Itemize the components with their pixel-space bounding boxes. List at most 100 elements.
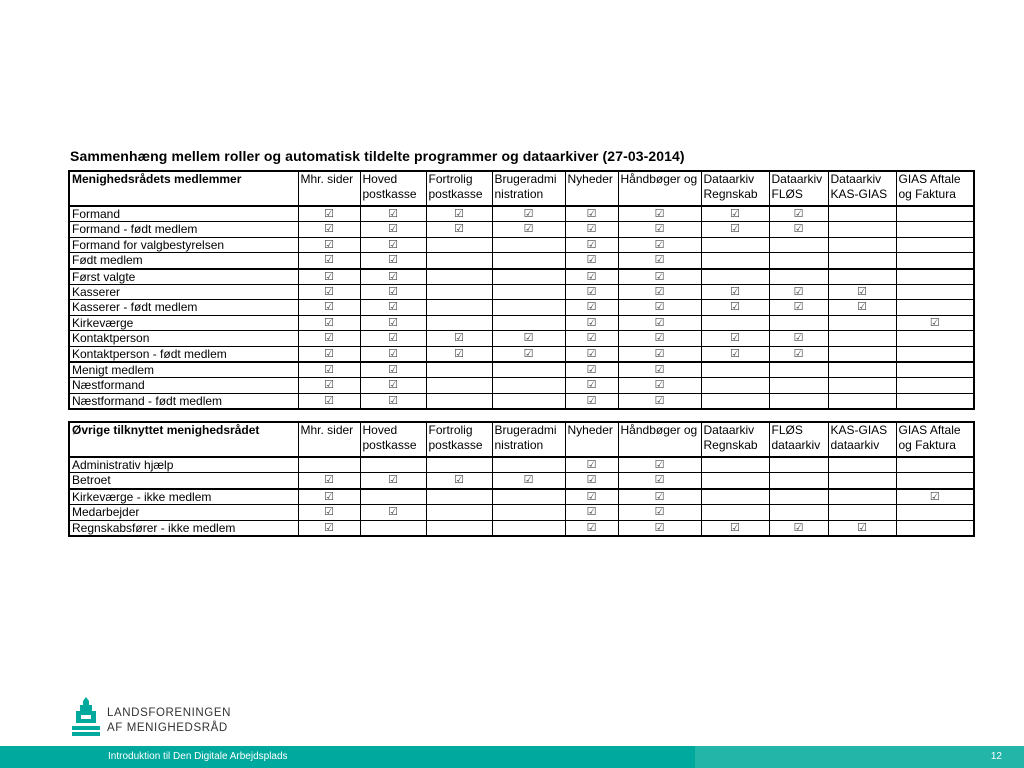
empty-cell [425,314,493,332]
empty-cell [827,221,897,238]
table-row: Næstformand ☑ ☑ ☑ ☑ [68,377,975,394]
checkbox-checked-icon: ☑ [425,472,493,490]
empty-cell [491,314,566,332]
role-name: Kasserer - født medlem [68,299,299,316]
table-row: Formand ☑ ☑ ☑ ☑ ☑ ☑ ☑ ☑ [68,205,975,223]
empty-cell [700,488,770,506]
empty-cell [895,330,975,347]
empty-cell [768,314,829,332]
checkbox-checked-icon: ☑ [359,268,427,285]
checkbox-checked-icon: ☑ [617,361,702,379]
empty-cell [895,472,975,490]
table-row: Kasserer ☑ ☑ ☑ ☑ ☑ ☑ ☑ [68,283,975,301]
checkbox-checked-icon: ☑ [617,283,702,301]
checkbox-checked-icon: ☑ [297,361,361,379]
empty-cell [425,504,493,521]
table-row: Formand - født medlem ☑ ☑ ☑ ☑ ☑ ☑ ☑ ☑ [68,221,975,238]
other-affiliates-table: Øvrige tilknyttet menighedsrådet Mhr. sid… [68,421,975,537]
role-name: Næstformand [68,377,299,394]
empty-cell [895,504,975,521]
empty-cell [768,252,829,270]
checkbox-checked-icon: ☑ [564,314,619,332]
checkbox-checked-icon: ☑ [359,472,427,490]
checkbox-checked-icon: ☑ [359,504,427,521]
checkbox-checked-icon: ☑ [564,236,619,254]
column-header: Hoved postkasse [359,170,427,207]
checkbox-checked-icon: ☑ [564,504,619,521]
column-header: Brugeradmi nistration [491,421,566,458]
role-name: Først valgte [68,268,299,285]
checkbox-checked-icon: ☑ [564,268,619,285]
checkbox-checked-icon: ☑ [768,205,829,223]
empty-cell [768,456,829,474]
checkbox-checked-icon: ☑ [297,330,361,347]
empty-cell [491,504,566,521]
checkbox-checked-icon: ☑ [768,330,829,347]
empty-cell [895,252,975,270]
column-header: Håndbøger og [617,421,702,458]
empty-cell [700,377,770,394]
checkbox-checked-icon: ☑ [564,377,619,394]
empty-cell [491,252,566,270]
column-header: FLØS dataarkiv [768,421,829,458]
empty-cell [895,345,975,363]
header-row: Menighedsrådets medlemmer Mhr. sider Hoved… [68,170,975,207]
column-header: Nyheder [564,170,619,207]
checkbox-checked-icon: ☑ [297,314,361,332]
column-header: Mhr. sider [297,421,361,458]
column-header: Håndbøger og [617,170,702,207]
checkbox-checked-icon: ☑ [425,330,493,347]
checkbox-checked-icon: ☑ [297,221,361,238]
empty-cell [827,314,897,332]
empty-cell [895,392,975,410]
checkbox-checked-icon: ☑ [895,488,975,506]
checkbox-checked-icon: ☑ [297,268,361,285]
checkbox-checked-icon: ☑ [359,252,427,270]
checkbox-checked-icon: ☑ [700,283,770,301]
checkbox-checked-icon: ☑ [617,221,702,238]
empty-cell [425,268,493,285]
checkbox-checked-icon: ☑ [700,299,770,316]
checkbox-checked-icon: ☑ [359,221,427,238]
empty-cell [700,456,770,474]
checkbox-checked-icon: ☑ [297,345,361,363]
checkbox-checked-icon: ☑ [297,236,361,254]
table-row: Næstformand - født medlem ☑ ☑ ☑ ☑ [68,392,975,410]
checkbox-checked-icon: ☑ [617,519,702,537]
column-header: Nyheder [564,421,619,458]
checkbox-checked-icon: ☑ [297,299,361,316]
checkbox-checked-icon: ☑ [359,377,427,394]
checkbox-checked-icon: ☑ [617,377,702,394]
footer-left [0,746,695,768]
empty-cell [425,252,493,270]
checkbox-checked-icon: ☑ [359,283,427,301]
checkbox-checked-icon: ☑ [617,330,702,347]
role-name: Formand [68,205,299,223]
checkbox-checked-icon: ☑ [617,268,702,285]
checkbox-checked-icon: ☑ [564,252,619,270]
checkbox-checked-icon: ☑ [297,504,361,521]
empty-cell [425,519,493,537]
checkbox-checked-icon: ☑ [297,392,361,410]
checkbox-checked-icon: ☑ [297,205,361,223]
column-header: Fortrolig postkasse [425,170,493,207]
slide-title: Sammenhæng mellem roller og automatisk t… [70,148,685,164]
empty-cell [895,299,975,316]
column-header: GIAS Aftale og Faktura [895,170,975,207]
empty-cell [700,236,770,254]
checkbox-checked-icon: ☑ [297,252,361,270]
checkbox-checked-icon: ☑ [768,519,829,537]
checkbox-checked-icon: ☑ [617,252,702,270]
empty-cell [491,236,566,254]
checkbox-checked-icon: ☑ [564,519,619,537]
empty-cell [768,268,829,285]
checkbox-checked-icon: ☑ [564,345,619,363]
checkbox-checked-icon: ☑ [425,205,493,223]
empty-cell [827,268,897,285]
checkbox-checked-icon: ☑ [564,221,619,238]
members-table: Menighedsrådets medlemmer Mhr. sider Hoved… [68,170,975,411]
empty-cell [827,252,897,270]
empty-cell [297,456,361,474]
empty-cell [768,488,829,506]
empty-cell [768,504,829,521]
